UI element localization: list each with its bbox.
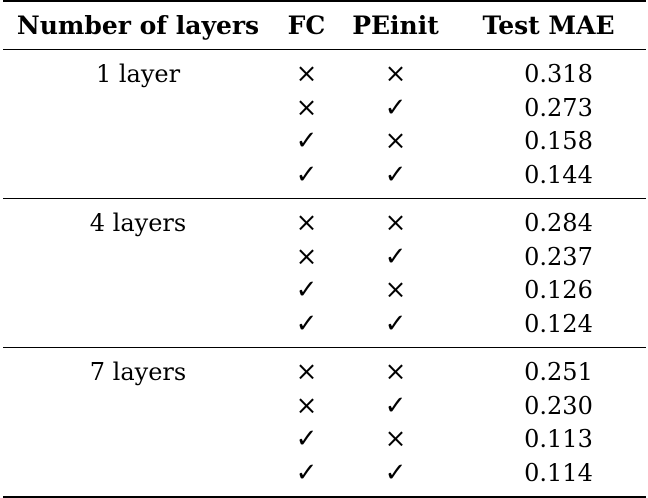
- peinit-mark: ×: [384, 126, 407, 157]
- fc-mark: ✓: [295, 308, 318, 339]
- fc-mark: ×: [295, 59, 318, 90]
- table-row: ✓ ✓ 0.144: [3, 158, 646, 198]
- fc-mark: ×: [295, 357, 318, 388]
- table-row: × ✓ 0.237: [3, 240, 646, 274]
- layers-label-empty: [3, 91, 273, 125]
- table-row: 1 layer × × 0.318: [3, 49, 646, 91]
- layers-label-empty: [3, 423, 273, 457]
- layers-label-empty: [3, 158, 273, 198]
- layers-label-empty: [3, 389, 273, 423]
- table-row: ✓ × 0.158: [3, 125, 646, 159]
- layers-label-empty: [3, 274, 273, 308]
- peinit-mark: ×: [384, 357, 407, 388]
- peinit-mark: ✓: [384, 241, 407, 272]
- header-peinit: PEinit: [352, 10, 439, 40]
- layers-label: 1 layer: [95, 60, 181, 89]
- table-row: ✓ ✓ 0.124: [3, 307, 646, 347]
- test-mae-value: 0.114: [524, 458, 593, 487]
- layers-label-empty: [3, 240, 273, 274]
- ablation-table: Number of layers FC PEinit Test MAE 1 la…: [3, 0, 646, 498]
- test-mae-value: 0.113: [524, 425, 593, 454]
- table-row: ✓ × 0.126: [3, 274, 646, 308]
- fc-mark: ×: [295, 208, 318, 239]
- layers-label-empty: [3, 456, 273, 497]
- table-header: Number of layers FC PEinit Test MAE: [3, 1, 646, 49]
- test-mae-value: 0.124: [524, 309, 593, 338]
- peinit-mark: ✓: [384, 308, 407, 339]
- table-row: 4 layers × × 0.284: [3, 198, 646, 240]
- header-fc: FC: [287, 10, 326, 40]
- peinit-mark: ✓: [384, 92, 407, 123]
- header-row: Number of layers FC PEinit Test MAE: [3, 1, 646, 49]
- group-7-layers: 7 layers × × 0.251 × ✓ 0.230 ✓ × 0.113 ✓…: [3, 347, 646, 497]
- test-mae-value: 0.251: [524, 358, 593, 387]
- test-mae-value: 0.284: [524, 209, 593, 238]
- header-test-mae: Test MAE: [482, 10, 615, 40]
- fc-mark: ×: [295, 92, 318, 123]
- test-mae-value: 0.158: [524, 127, 593, 156]
- test-mae-value: 0.318: [524, 60, 593, 89]
- layers-label-empty: [3, 307, 273, 347]
- fc-mark: ✓: [295, 126, 318, 157]
- peinit-mark: ✓: [384, 159, 407, 190]
- peinit-mark: ×: [384, 59, 407, 90]
- peinit-mark: ×: [384, 275, 407, 306]
- fc-mark: ✓: [295, 424, 318, 455]
- table-row: ✓ × 0.113: [3, 423, 646, 457]
- test-mae-value: 0.126: [524, 276, 593, 305]
- layers-label-empty: [3, 125, 273, 159]
- layers-label: 7 layers: [89, 358, 187, 387]
- test-mae-value: 0.144: [524, 160, 593, 189]
- test-mae-value: 0.273: [524, 93, 593, 122]
- table-row: ✓ ✓ 0.114: [3, 456, 646, 497]
- fc-mark: ✓: [295, 275, 318, 306]
- peinit-mark: ✓: [384, 390, 407, 421]
- table-row: 7 layers × × 0.251: [3, 347, 646, 389]
- peinit-mark: ×: [384, 208, 407, 239]
- table-row: × ✓ 0.273: [3, 91, 646, 125]
- fc-mark: ✓: [295, 159, 318, 190]
- peinit-mark: ×: [384, 424, 407, 455]
- table-row: × ✓ 0.230: [3, 389, 646, 423]
- test-mae-value: 0.230: [524, 391, 593, 420]
- fc-mark: ×: [295, 241, 318, 272]
- fc-mark: ✓: [295, 457, 318, 488]
- test-mae-value: 0.237: [524, 242, 593, 271]
- layers-label: 4 layers: [89, 209, 187, 238]
- group-1-layer: 1 layer × × 0.318 × ✓ 0.273 ✓ × 0.158 ✓ …: [3, 49, 646, 198]
- group-4-layers: 4 layers × × 0.284 × ✓ 0.237 ✓ × 0.126 ✓…: [3, 198, 646, 347]
- header-number-of-layers: Number of layers: [16, 10, 260, 40]
- peinit-mark: ✓: [384, 457, 407, 488]
- fc-mark: ×: [295, 390, 318, 421]
